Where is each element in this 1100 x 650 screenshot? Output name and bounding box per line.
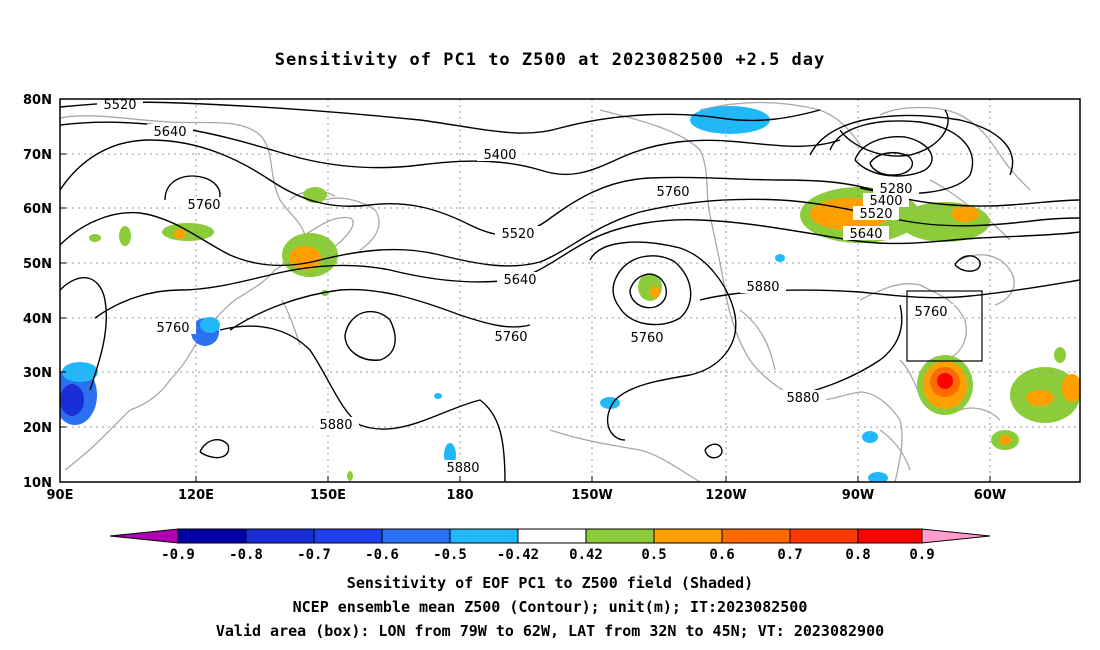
- lon-label: 180: [446, 488, 473, 503]
- lon-label: 60W: [974, 488, 1006, 503]
- lon-label: 150W: [571, 488, 612, 503]
- svg-text:5760: 5760: [187, 198, 220, 213]
- colorbar-label: 0.6: [709, 547, 734, 563]
- contour-label: 5760: [488, 329, 534, 345]
- colorbar-seg: [721, 528, 791, 544]
- lat-label: 20N: [23, 421, 52, 436]
- colorbar-label: 0.7: [777, 547, 802, 563]
- colorbar-labels: -0.9 -0.8 -0.7 -0.6 -0.5 -0.42 0.42 0.5 …: [161, 547, 935, 563]
- contour-label: 5760: [150, 320, 196, 336]
- svg-text:5880: 5880: [786, 391, 819, 406]
- lon-label: 90E: [47, 488, 74, 503]
- contour-label: 5640: [843, 226, 889, 242]
- svg-text:5640: 5640: [153, 125, 186, 140]
- contour-labels: 5520 5640 5760 5400 5520 5760 5640 5280 …: [97, 98, 954, 476]
- svg-text:5760: 5760: [494, 330, 527, 345]
- colorbar-label: -0.6: [365, 547, 399, 563]
- colorbar-seg: [789, 528, 859, 544]
- svg-text:5640: 5640: [849, 227, 882, 242]
- contour-label: 5760: [624, 330, 670, 346]
- lon-labels: 90E 120E 150E 180 150W 120W 90W 60W: [47, 488, 1007, 503]
- footer-line-3: Valid area (box): LON from 79W to 62W, L…: [215, 622, 885, 640]
- svg-text:5400: 5400: [483, 148, 516, 163]
- valid-area-box: [906, 290, 983, 362]
- svg-text:5520: 5520: [103, 98, 136, 113]
- lat-labels: 80N 70N 60N 50N 40N 30N 20N 10N: [23, 93, 52, 491]
- contour-label: 5520: [97, 98, 143, 113]
- lat-label: 50N: [23, 257, 52, 272]
- colorbar-seg: [313, 528, 383, 544]
- contour-label: 5880: [740, 279, 786, 295]
- svg-text:5760: 5760: [914, 305, 947, 320]
- svg-text:5520: 5520: [859, 207, 892, 222]
- colorbar-seg: [381, 528, 451, 544]
- svg-text:5520: 5520: [501, 227, 534, 242]
- contour-label: 5640: [497, 272, 543, 288]
- svg-text:5760: 5760: [156, 321, 189, 336]
- colorbar-seg: [921, 528, 991, 544]
- svg-text:5880: 5880: [446, 461, 479, 476]
- svg-text:5640: 5640: [503, 273, 536, 288]
- lat-label: 40N: [23, 312, 52, 327]
- contour-label: 5880: [440, 460, 486, 476]
- colorbar-label: -0.42: [497, 547, 539, 563]
- svg-text:5880: 5880: [746, 280, 779, 295]
- svg-text:5760: 5760: [630, 331, 663, 346]
- contour-label: 5520: [495, 226, 541, 242]
- colorbar-seg: [449, 528, 519, 544]
- lat-label: 70N: [23, 148, 52, 163]
- lon-label: 90W: [842, 488, 874, 503]
- z500-contours: [60, 101, 1080, 482]
- coastlines: [60, 101, 1031, 482]
- colorbar-label: 0.5: [641, 547, 666, 563]
- lon-label: 120W: [705, 488, 746, 503]
- colorbar-label: -0.9: [161, 547, 195, 563]
- colorbar-seg: [109, 528, 179, 544]
- lat-label: 80N: [23, 93, 52, 108]
- contour-label: 5760: [181, 197, 227, 213]
- map-frame: [59, 98, 1081, 483]
- colorbar-seg: [857, 528, 923, 544]
- colorbar-label: -0.7: [297, 547, 331, 563]
- sensitivity-shading: [60, 106, 1080, 482]
- contour-label: 5640: [147, 124, 193, 140]
- lon-label: 120E: [178, 488, 214, 503]
- svg-text:5760: 5760: [656, 185, 689, 200]
- colorbar-label: -0.8: [229, 547, 263, 563]
- colorbar-label: 0.42: [569, 547, 603, 563]
- lat-label: 60N: [23, 202, 52, 217]
- footer-line-1: Sensitivity of EOF PC1 to Z500 field (Sh…: [346, 574, 754, 592]
- contour-label: 5880: [780, 390, 826, 406]
- svg-text:5400: 5400: [869, 194, 902, 209]
- colorbar-seg: [177, 528, 247, 544]
- lat-label: 30N: [23, 366, 52, 381]
- axis-ticks: [60, 153, 991, 482]
- colorbar-seg: [585, 528, 655, 544]
- contour-label: 5760: [650, 184, 696, 200]
- chart-title: Sensitivity of PC1 to Z500 at 2023082500…: [274, 50, 826, 70]
- svg-text:5880: 5880: [319, 418, 352, 433]
- colorbar-seg: [653, 528, 723, 544]
- footer-line-2: NCEP ensemble mean Z500 (Contour); unit(…: [292, 598, 808, 616]
- colorbar-label: -0.5: [433, 547, 467, 563]
- map-plot-area: 5520 5640 5760 5400 5520 5760 5640 5280 …: [60, 98, 1080, 482]
- lon-label: 150E: [310, 488, 346, 503]
- contour-label: 5400: [863, 193, 909, 209]
- colorbar: [109, 528, 991, 544]
- colorbar-label: 0.8: [845, 547, 870, 563]
- contour-label: 5400: [477, 147, 523, 163]
- colorbar-seg: [245, 528, 315, 544]
- colorbar-seg: [517, 528, 587, 544]
- contour-label: 5760: [908, 304, 954, 320]
- contour-label: 5880: [313, 417, 359, 433]
- colorbar-label: 0.9: [909, 547, 934, 563]
- lat-label: 10N: [23, 476, 52, 491]
- contour-label: 5520: [853, 206, 899, 222]
